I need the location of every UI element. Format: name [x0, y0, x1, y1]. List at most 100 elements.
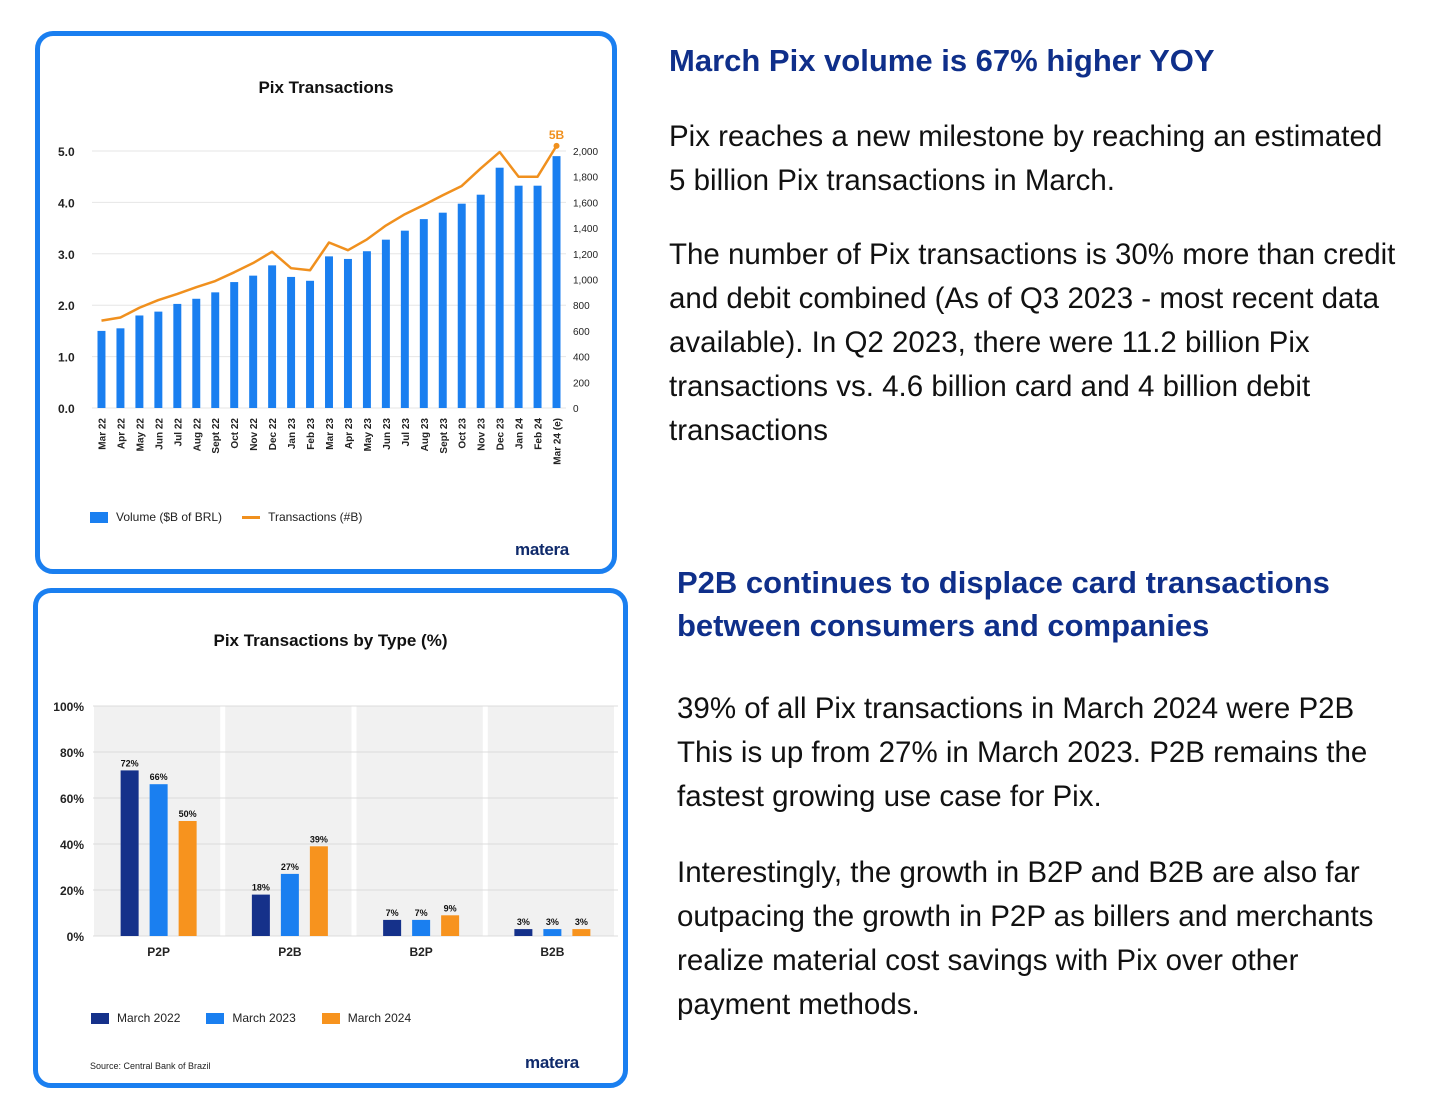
transactions-line: [101, 145, 558, 322]
x-tick-label: Jan 24: [515, 418, 526, 450]
pix-transactions-chart: 0.0 1.0 2.0 3.0 4.0 5.0 0 200 400 600 800 1,000 1,20…: [58, 128, 598, 465]
pix-transactions-card: Pix Transactions 0.0 1.0 2.0 3.0 4.0 5.0 0 200 4…: [35, 31, 617, 574]
para-growth-block: Interestingly, the growth in B2P and B2B…: [677, 851, 1417, 1027]
y-left-tick: 2.0: [58, 299, 75, 313]
type-bar: [309, 846, 328, 936]
volume-bar: [268, 265, 277, 408]
volume-bar: [495, 167, 504, 408]
volume-bar: [230, 282, 239, 408]
bar-data-label: 27%: [281, 862, 299, 872]
bar-data-label: 7%: [386, 908, 399, 918]
y-tick-label: 100%: [53, 700, 84, 714]
source-note: Source: Central Bank of Brazil: [90, 1061, 211, 1071]
volume-bar: [381, 239, 390, 408]
x-tick-label: Feb 24: [534, 418, 545, 450]
y-tick-label: 60%: [60, 792, 84, 806]
volume-bar: [476, 194, 485, 408]
x-category-label: B2P: [409, 945, 432, 959]
bar-data-label: 50%: [179, 809, 197, 819]
heading-p2b: P2B continues to displace card transacti…: [677, 565, 1330, 643]
legend-march-2022: March 2022: [91, 1011, 180, 1025]
legend-volume: Volume ($B of BRL): [90, 510, 222, 524]
y-right-tick: 1,800: [573, 173, 598, 184]
x-tick-label: Oct 22: [230, 418, 241, 449]
y-tick-label: 40%: [60, 838, 84, 852]
y-tick-label: 20%: [60, 884, 84, 898]
x-tick-label: Apr 23: [344, 418, 355, 450]
legend-march-2024-swatch: [321, 1012, 340, 1024]
type-bar: [514, 929, 533, 936]
bar-data-label: 9%: [444, 903, 457, 913]
pix-by-type-chart: 0% 20% 40% 60% 80% 100% 72% 66% 50% P2P 18% 27% 39% P…: [53, 700, 618, 959]
chart2-title: Pix Transactions by Type (%): [213, 631, 448, 650]
y-right-tick: 1,400: [573, 224, 598, 235]
legend-march-2023-label: March 2023: [232, 1011, 296, 1025]
bar-data-label: 18%: [252, 883, 270, 893]
y-right-tick: 1,600: [573, 198, 598, 209]
type-bar: [572, 929, 591, 936]
type-bar: [178, 821, 197, 936]
chart1-title: Pix Transactions: [258, 78, 394, 97]
volume-bar: [97, 330, 106, 408]
volume-bar: [552, 156, 561, 408]
bar-data-label: 66%: [150, 772, 168, 782]
volume-bar: [306, 280, 315, 408]
legend-march-2024: March 2024: [321, 1011, 411, 1025]
y-left-tick: 3.0: [58, 248, 75, 262]
y-right-tick: 800: [573, 301, 590, 312]
volume-bar: [325, 256, 333, 408]
para-credit-debit-block: The number of Pix transactions is 30% mo…: [669, 233, 1439, 453]
y-left-tick: 0.0: [58, 402, 75, 416]
y-right-tick: 0: [573, 404, 579, 415]
bar-data-label: 3%: [546, 917, 559, 927]
matera-logo: matera: [515, 540, 569, 559]
legend-transactions-swatch: [242, 515, 261, 519]
volume-bar: [249, 275, 258, 408]
x-tick-label: Jan 23: [287, 418, 298, 450]
y-right-tick: 600: [573, 327, 590, 338]
para-milestone: Pix reaches a new milestone by reaching …: [669, 120, 1383, 197]
x-tick-label: Mar 23: [325, 418, 336, 450]
x-tick-label: Nov 23: [477, 418, 488, 451]
heading-pix-volume: March Pix volume is 67% higher YOY: [669, 43, 1215, 78]
bar-data-label: 3%: [517, 917, 530, 927]
legend-march-2022-swatch: [91, 1012, 109, 1024]
bar-data-label: 72%: [121, 758, 139, 768]
volume-bar: [211, 292, 220, 408]
group-background: [356, 706, 483, 936]
section-p2b: P2B continues to displace card transacti…: [677, 561, 1417, 647]
y-right-tick: 1,000: [573, 276, 598, 287]
y-right-tick: 1,200: [573, 250, 598, 261]
x-category-label: B2B: [540, 945, 564, 959]
x-tick-label: Sept 22: [211, 418, 222, 454]
chart2-legend: March 2022 March 2023 March 2024: [91, 1011, 431, 1025]
bar-data-label: 3%: [575, 917, 588, 927]
x-tick-label: Aug 22: [192, 418, 203, 452]
bar-data-label: 7%: [415, 908, 428, 918]
legend-march-2023-swatch: [206, 1012, 225, 1024]
x-tick-label: Jun 23: [382, 418, 393, 450]
chart1-legend: Volume ($B of BRL) Transactions (#B): [90, 510, 382, 524]
volume-bar: [287, 276, 296, 408]
pix-by-type-card: Pix Transactions by Type (%) 0% 20% 40% 60%…: [33, 588, 628, 1088]
annotation-label: 5B: [549, 128, 565, 142]
y-left-tick: 5.0: [58, 145, 75, 159]
x-tick-label: Jul 23: [401, 418, 412, 447]
x-tick-label: Mar 24 (e): [553, 418, 564, 465]
type-bar: [383, 919, 402, 936]
para-p2b: 39% of all Pix transactions in March 202…: [677, 692, 1368, 813]
volume-bar: [135, 315, 144, 408]
x-tick-label: Aug 23: [420, 418, 431, 452]
type-bar: [251, 894, 270, 936]
legend-transactions: Transactions (#B): [242, 510, 362, 524]
legend-volume-label: Volume ($B of BRL): [116, 510, 223, 524]
x-tick-label: Dec 23: [496, 418, 507, 451]
x-tick-label: Mar 22: [97, 418, 108, 450]
x-tick-label: May 22: [135, 418, 146, 452]
type-bar: [120, 770, 139, 936]
volume-bar: [173, 303, 182, 408]
type-bar: [441, 915, 460, 936]
annotation-point: [553, 142, 560, 149]
para-p2b-block: 39% of all Pix transactions in March 202…: [677, 687, 1417, 819]
type-bar: [149, 784, 168, 936]
